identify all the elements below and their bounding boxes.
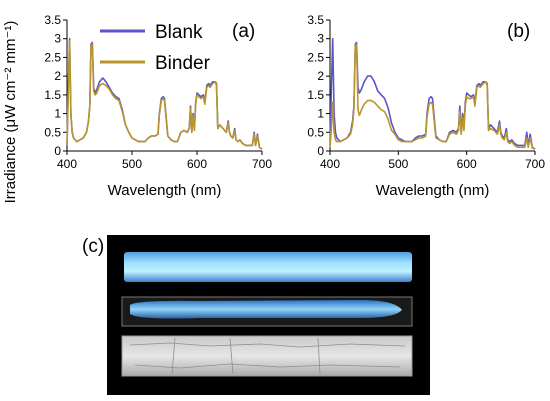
panel-label-c: (c)	[82, 236, 104, 257]
x-tick-label: 400	[57, 157, 77, 171]
y-tick-label: 0	[317, 144, 324, 158]
y-tick-label: 3	[54, 32, 61, 46]
panel-a: 0 0.5 1 1.5 2 2.5 3 3.5 400 500 600 700 Wavelength (…	[44, 13, 272, 199]
x-tick-label: 500	[388, 157, 408, 171]
legend-label-blank: Blank	[155, 22, 203, 43]
panel-label: (b)	[507, 21, 530, 42]
series-line-blank	[329, 37, 536, 150]
x-tick-label: 700	[525, 157, 545, 171]
panel-label: (a)	[232, 21, 255, 42]
x-tick-label: 600	[457, 157, 477, 171]
clear-strip-bottom	[121, 335, 413, 377]
y-tick-label: 3	[317, 32, 324, 46]
x-axis-label: Wavelength (nm)	[376, 182, 490, 199]
glowing-strip-middle	[130, 300, 402, 319]
clear-strip-cracks	[129, 337, 406, 375]
y-tick-label: 2.5	[44, 50, 61, 64]
x-tick-label: 500	[122, 157, 142, 171]
y-axis-label: Irradiance (μW cm⁻² mm⁻¹)	[2, 21, 19, 204]
y-tick-label: 3.5	[44, 13, 61, 27]
y-tick-label: 3.5	[307, 13, 324, 27]
x-tick-label: 600	[187, 157, 207, 171]
shared-ylabel: Irradiance (μW cm⁻² mm⁻¹)	[2, 21, 19, 204]
x-axis-label: Wavelength (nm)	[108, 182, 222, 199]
y-tick-label: 0.5	[307, 125, 324, 139]
series-line-binder	[329, 43, 536, 150]
series-line-binder	[66, 39, 263, 150]
legend-label-binder: Binder	[155, 53, 211, 74]
y-tick-label: 0.5	[44, 125, 61, 139]
x-tick-label: 700	[252, 157, 272, 171]
y-tick-label: 1	[317, 107, 324, 121]
legend: Blank Binder	[100, 22, 211, 74]
y-tick-label: 1	[54, 107, 61, 121]
y-tick-label: 2	[317, 69, 324, 83]
panel-c: (c)	[82, 235, 430, 395]
y-tick-label: 2.5	[307, 50, 324, 64]
panel-b: 0 0.5 1 1.5 2 2.5 3 3.5 400 500 600 700 Wavelength (…	[307, 13, 545, 199]
glowing-strip-top	[124, 252, 412, 282]
x-tick-label: 400	[320, 157, 340, 171]
y-tick-label: 0	[54, 144, 61, 158]
y-tick-label: 2	[54, 69, 61, 83]
y-tick-label: 1.5	[44, 88, 61, 102]
y-tick-label: 1.5	[307, 88, 324, 102]
